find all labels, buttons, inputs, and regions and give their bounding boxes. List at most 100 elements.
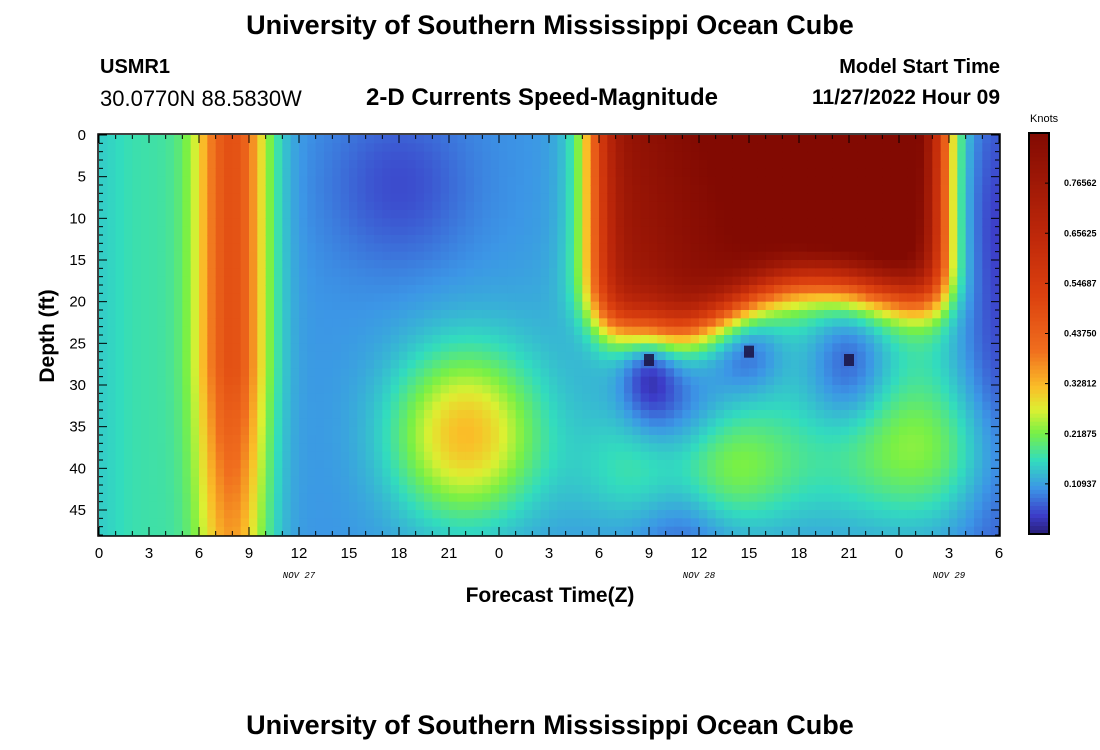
heatmap-cell bbox=[582, 443, 592, 453]
heatmap-cell bbox=[357, 335, 367, 344]
heatmap-cell bbox=[207, 335, 217, 344]
heatmap-cell bbox=[424, 285, 433, 294]
heatmap-cell bbox=[699, 485, 708, 494]
heatmap-cell bbox=[290, 518, 300, 528]
heatmap-cell bbox=[832, 151, 842, 161]
heatmap-cell bbox=[307, 351, 317, 361]
heatmap-cell bbox=[924, 468, 933, 478]
heatmap-cell bbox=[690, 168, 700, 178]
heatmap-cell bbox=[824, 376, 833, 386]
heatmap-cell bbox=[515, 410, 525, 419]
heatmap-cell bbox=[640, 326, 650, 336]
heatmap-cell bbox=[407, 360, 417, 369]
heatmap-cell bbox=[482, 418, 492, 428]
heatmap-cell bbox=[882, 218, 892, 228]
heatmap-cell bbox=[207, 135, 217, 144]
heatmap-cell bbox=[749, 268, 758, 278]
heatmap-cell bbox=[865, 393, 875, 403]
heatmap-cell bbox=[565, 143, 575, 153]
heatmap-cell bbox=[940, 251, 950, 261]
heatmap-cell bbox=[915, 426, 925, 436]
heatmap-cell bbox=[790, 293, 800, 303]
heatmap-cell bbox=[732, 243, 742, 253]
heatmap-cell bbox=[449, 235, 458, 244]
heatmap-cell bbox=[665, 493, 675, 503]
heatmap-cell bbox=[390, 201, 400, 211]
heatmap-cell bbox=[274, 243, 283, 253]
heatmap-cell bbox=[874, 301, 883, 311]
heatmap-cell bbox=[557, 526, 567, 536]
heatmap-cell bbox=[807, 468, 817, 478]
heatmap-cell bbox=[782, 185, 792, 194]
heatmap-cell bbox=[615, 393, 625, 403]
heatmap-cell bbox=[640, 268, 650, 278]
heatmap-cell bbox=[890, 343, 900, 353]
heatmap-cell bbox=[265, 268, 275, 278]
heatmap-cell bbox=[182, 285, 192, 294]
heatmap-cell bbox=[399, 360, 408, 369]
heatmap-cell bbox=[182, 401, 192, 411]
heatmap-cell bbox=[174, 385, 183, 394]
heatmap-cell bbox=[449, 460, 458, 469]
heatmap-cell bbox=[799, 343, 808, 353]
heatmap-cell bbox=[915, 260, 925, 269]
heatmap-cell bbox=[315, 443, 325, 453]
heatmap-cell bbox=[657, 476, 667, 486]
heatmap-cell bbox=[590, 401, 600, 411]
heatmap-cell bbox=[365, 443, 375, 453]
heatmap-cell bbox=[490, 401, 500, 411]
heatmap-cell bbox=[949, 151, 958, 161]
heatmap-cell bbox=[174, 185, 183, 194]
heatmap-cell bbox=[732, 176, 742, 186]
heatmap-cell bbox=[699, 326, 708, 336]
heatmap-cell bbox=[557, 418, 567, 428]
heatmap-cell bbox=[749, 443, 758, 453]
heatmap-cell bbox=[99, 460, 108, 469]
heatmap-cell bbox=[107, 335, 117, 344]
heatmap-cell bbox=[315, 401, 325, 411]
heatmap-cell bbox=[465, 418, 475, 428]
heatmap-cell bbox=[449, 260, 458, 269]
heatmap-cell bbox=[599, 443, 608, 453]
heatmap-cell bbox=[832, 335, 842, 344]
heatmap-cell bbox=[957, 301, 967, 311]
heatmap-cell bbox=[340, 410, 350, 419]
heatmap-cell bbox=[207, 151, 217, 161]
heatmap-cell bbox=[824, 151, 833, 161]
heatmap-cell bbox=[865, 168, 875, 178]
heatmap-cell bbox=[349, 326, 358, 336]
heatmap-cell bbox=[874, 285, 883, 294]
heatmap-cell bbox=[357, 176, 367, 186]
heatmap-cell bbox=[165, 193, 175, 203]
heatmap-cell bbox=[740, 451, 750, 461]
heatmap-cell bbox=[915, 510, 925, 519]
heatmap-cell bbox=[574, 301, 583, 311]
heatmap-cell bbox=[757, 443, 767, 453]
heatmap-cell bbox=[849, 310, 858, 319]
heatmap-cell bbox=[190, 201, 200, 211]
heatmap-cell bbox=[324, 151, 333, 161]
heatmap-cell bbox=[424, 418, 433, 428]
heatmap-cell bbox=[599, 251, 608, 261]
heatmap-cell bbox=[724, 393, 733, 403]
heatmap-cell bbox=[657, 360, 667, 369]
heatmap-cell bbox=[690, 251, 700, 261]
heatmap-cell bbox=[565, 410, 575, 419]
heatmap-cell bbox=[957, 276, 967, 286]
heatmap-cell bbox=[140, 451, 150, 461]
heatmap-cell bbox=[149, 510, 158, 519]
heatmap-cell bbox=[182, 293, 192, 303]
heatmap-cell bbox=[782, 510, 792, 519]
heatmap-cell bbox=[832, 451, 842, 461]
heatmap-cell bbox=[507, 135, 517, 144]
heatmap-cell bbox=[199, 426, 208, 436]
heatmap-cell bbox=[832, 443, 842, 453]
heatmap-cell bbox=[582, 385, 592, 394]
heatmap-cell bbox=[957, 468, 967, 478]
heatmap-cell bbox=[582, 293, 592, 303]
heatmap-cell bbox=[324, 168, 333, 178]
heatmap-cell bbox=[949, 343, 958, 353]
heatmap-cell bbox=[257, 376, 267, 386]
heatmap-cell bbox=[607, 493, 617, 503]
heatmap-cell bbox=[174, 493, 183, 503]
